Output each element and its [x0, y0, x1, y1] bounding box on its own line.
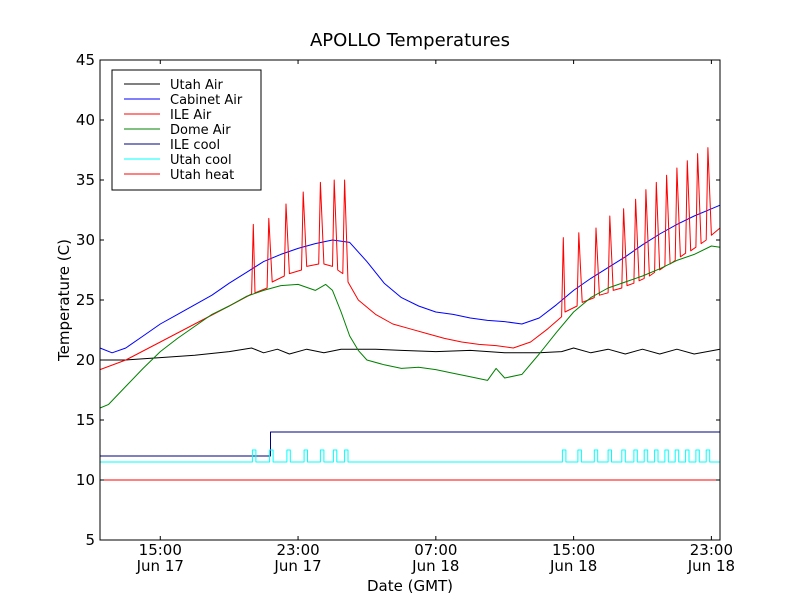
legend-label-cabinet-air: Cabinet Air [170, 93, 243, 108]
legend-box [111, 69, 262, 191]
series-line-dome-air [99, 245, 721, 409]
y-tick-label: 10 [76, 471, 95, 489]
y-tick-label: 5 [85, 531, 95, 549]
series-line-utah-cool [100, 449, 720, 463]
x-tick-date-label: Jun 18 [411, 557, 459, 575]
y-tick-label: 25 [76, 291, 95, 309]
y-tick-label: 30 [76, 231, 95, 249]
x-tick-date-label: Jun 17 [273, 557, 321, 575]
legend-label-utah-heat: Utah heat [170, 168, 234, 183]
series-line-ile-cool [100, 431, 720, 457]
y-tick-label: 15 [76, 411, 95, 429]
legend-label-ile-cool: ILE cool [170, 138, 220, 153]
y-tick-label: 20 [76, 351, 95, 369]
chart-title: APOLLO Temperatures [310, 30, 510, 51]
legend-label-utah-cool: Utah cool [170, 153, 232, 168]
y-tick-label: 35 [76, 171, 95, 189]
series-layer [99, 147, 721, 481]
y-tick-label: 45 [76, 51, 95, 69]
x-tick-time-label: 15:00 [139, 541, 182, 559]
legend-label-ile-air: ILE Air [170, 108, 212, 123]
x-tick-time-label: 07:00 [414, 541, 457, 559]
y-axis-label: Temperature (C) [55, 239, 73, 362]
x-tick-date-label: Jun 17 [136, 557, 184, 575]
x-tick-time-label: 23:00 [276, 541, 319, 559]
x-tick-date-label: Jun 18 [687, 557, 735, 575]
legend-label-utah-air: Utah Air [170, 78, 223, 93]
series-line-utah-air [100, 347, 721, 361]
x-axis-label: Date (GMT) [367, 577, 453, 595]
legend-label-dome-air: Dome Air [170, 123, 231, 138]
x-tick-time-label: 15:00 [552, 541, 595, 559]
x-tick-time-label: 23:00 [690, 541, 733, 559]
x-tick-date-label: Jun 18 [549, 557, 597, 575]
y-tick-label: 40 [76, 111, 95, 129]
